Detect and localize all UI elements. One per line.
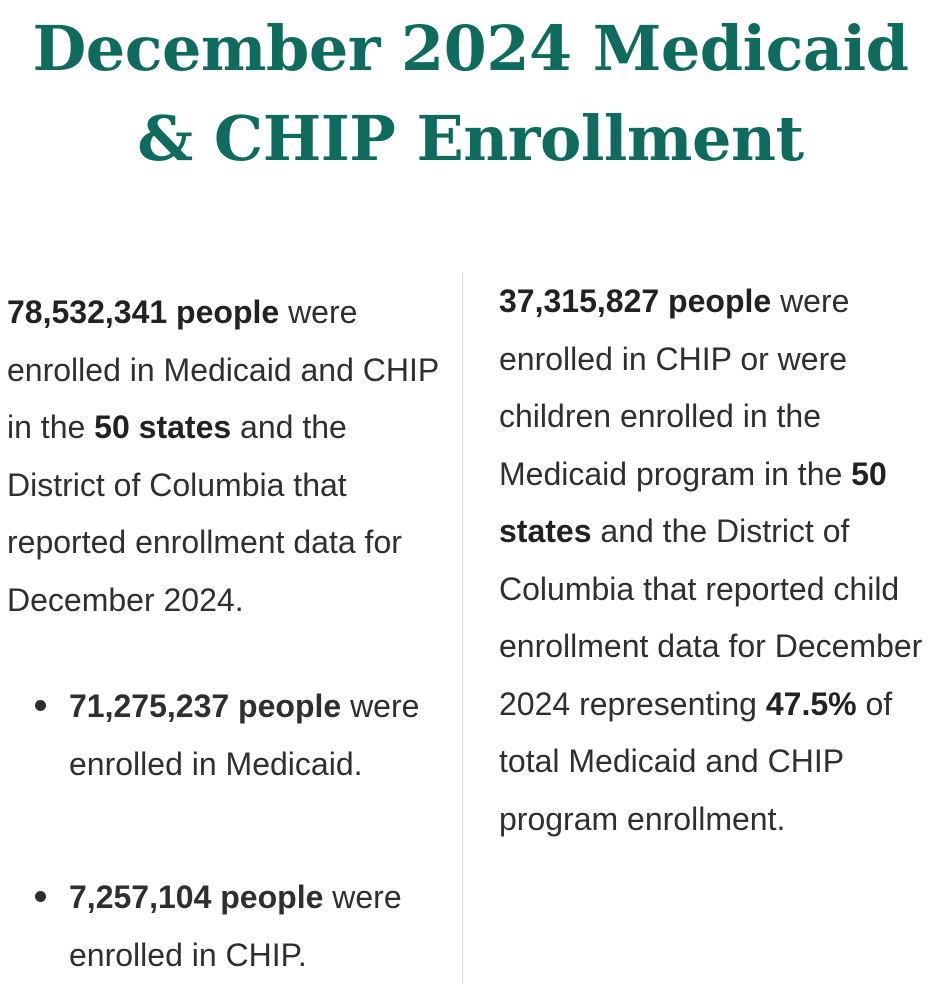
child-enrollment-scope: 50 states: [499, 455, 887, 550]
medicaid-enrollment-desc: were enrolled in Medicaid.: [69, 688, 420, 782]
chip-enrollment-text: 7,257,104 people were enrolled in CHIP.: [69, 869, 449, 984]
total-enrollment-paragraph: 78,532,341 people were enrolled in Medic…: [7, 284, 447, 629]
child-enrollment-count: 37,315,827 people: [499, 283, 772, 319]
total-enrollment-scope: 50 states: [94, 409, 232, 445]
child-enrollment-paragraph: 37,315,827 people were enrolled in CHIP …: [499, 273, 941, 848]
medicaid-chip-total-summary: 78,532,341 people were enrolled in Medic…: [7, 284, 447, 629]
medicaid-enrollment-text: 71,275,237 people were enrolled in Medic…: [69, 678, 449, 793]
total-enrollment-text-2: and the District of Columbia that report…: [7, 409, 402, 618]
chip-enrollment-count: 7,257,104 people: [69, 879, 324, 915]
chip-enrollment-desc: were enrolled in CHIP.: [69, 879, 402, 973]
child-enrollment-text-3: of total Medicaid and CHIP program enrol…: [499, 685, 893, 837]
child-enrollment-text-2: and the District of Columbia that report…: [499, 513, 923, 722]
child-enrollment-summary: 37,315,827 people were enrolled in CHIP …: [499, 273, 941, 848]
column-divider: [462, 272, 463, 984]
total-enrollment-text-1: were enrolled in Medicaid and CHIP in th…: [7, 294, 439, 445]
bullet-icon: [35, 700, 46, 711]
page-title: December 2024 Medicaid & CHIP Enrollment: [32, 12, 909, 175]
bullet-icon: [35, 891, 46, 902]
total-enrollment-count: 78,532,341 people: [7, 294, 280, 330]
child-enrollment-text-1: were enrolled in CHIP or were children e…: [499, 283, 852, 492]
medicaid-enrollment-count: 71,275,237 people: [69, 688, 342, 724]
child-enrollment-percent: 47.5%: [765, 685, 857, 722]
